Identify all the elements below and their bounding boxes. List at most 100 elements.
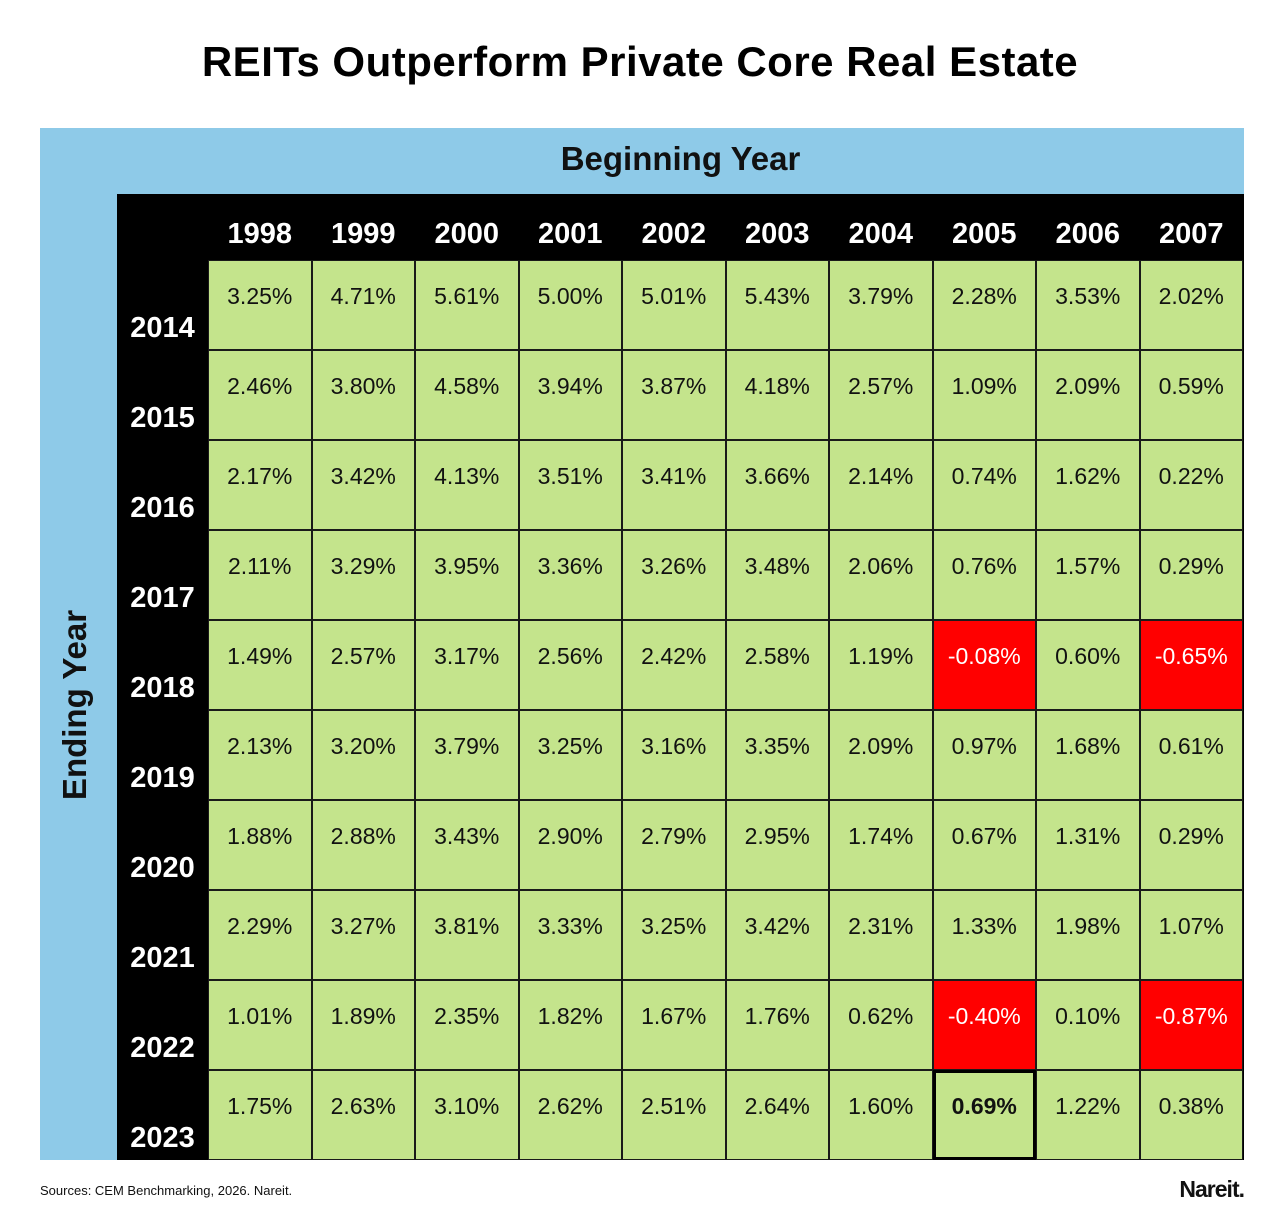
cell-2016-1999: 3.42% <box>311 440 415 530</box>
column-header-2006: 2006 <box>1055 218 1120 250</box>
cell-2018-2001: 2.56% <box>518 620 622 710</box>
cell-2018-2004: 1.19% <box>829 620 933 710</box>
cell-2022-2001: 1.82% <box>518 980 622 1070</box>
cell-2016-2001: 3.51% <box>518 440 622 530</box>
cell-2023-1999: 2.63% <box>311 1070 415 1160</box>
cell-2021-2004: 2.31% <box>829 890 933 980</box>
cell-2021-2002: 3.25% <box>622 890 726 980</box>
cell-2015-2003: 4.18% <box>725 350 829 440</box>
cell-2015-2004: 2.57% <box>829 350 933 440</box>
cell-2015-2006: 2.09% <box>1036 350 1140 440</box>
cell-2018-2005: -0.08% <box>932 620 1036 710</box>
cell-2023-2004: 1.60% <box>829 1070 933 1160</box>
cell-2021-2005: 1.33% <box>932 890 1036 980</box>
cell-2019-2003: 3.35% <box>725 710 829 800</box>
column-header-1998: 1998 <box>227 218 292 250</box>
cell-2018-2003: 2.58% <box>725 620 829 710</box>
row-header-2020: 2020 <box>130 852 195 884</box>
row-header-2014: 2014 <box>130 312 195 344</box>
source-note: Sources: CEM Benchmarking, 2026. Nareit. <box>40 1183 293 1198</box>
chart-title: REITs Outperform Private Core Real Estat… <box>201 38 1079 85</box>
cell-2021-1998: 2.29% <box>208 890 312 980</box>
row-header-2019: 2019 <box>130 762 195 794</box>
cell-2020-2005: 0.67% <box>932 800 1036 890</box>
cell-2022-2004: 0.62% <box>829 980 933 1070</box>
cell-2019-2004: 2.09% <box>829 710 933 800</box>
cell-2014-2004: 3.79% <box>829 260 933 350</box>
cell-2019-2005: 0.97% <box>932 710 1036 800</box>
row-header-2023: 2023 <box>130 1122 195 1154</box>
cell-2018-1998: 1.49% <box>208 620 312 710</box>
cell-2017-2003: 3.48% <box>725 530 829 620</box>
column-header-2003: 2003 <box>744 218 810 250</box>
cell-2021-2007: 1.07% <box>1139 890 1243 980</box>
cell-2017-2001: 3.36% <box>518 530 622 620</box>
row-header-2017: 2017 <box>130 582 195 614</box>
cell-2020-2003: 2.95% <box>725 800 829 890</box>
cell-2020-2000: 3.43% <box>415 800 519 890</box>
cell-2021-2000: 3.81% <box>415 890 519 980</box>
column-header-2005: 2005 <box>951 218 1017 250</box>
cell-2020-2006: 1.31% <box>1036 800 1140 890</box>
cell-2014-2001: 5.00% <box>518 260 622 350</box>
cell-2022-2006: 0.10% <box>1036 980 1140 1070</box>
cell-2019-1999: 3.20% <box>311 710 415 800</box>
cell-2021-2003: 3.42% <box>725 890 829 980</box>
cell-2022-2005: -0.40% <box>932 980 1036 1070</box>
cell-2022-2000: 2.35% <box>415 980 519 1070</box>
cell-2019-2007: 0.61% <box>1139 710 1243 800</box>
column-header-2007: 2007 <box>1158 218 1224 250</box>
cell-2017-2004: 2.06% <box>829 530 933 620</box>
row-header-2016: 2016 <box>130 492 195 524</box>
cell-2022-1999: 1.89% <box>311 980 415 1070</box>
cell-2020-2004: 1.74% <box>829 800 933 890</box>
cell-2020-2001: 2.90% <box>518 800 622 890</box>
cell-2015-1999: 3.80% <box>311 350 415 440</box>
cell-2023-2007: 0.38% <box>1139 1070 1243 1160</box>
column-header-2002: 2002 <box>641 218 706 250</box>
cell-2017-2005: 0.76% <box>932 530 1036 620</box>
cell-2023-1998: 1.75% <box>208 1070 312 1160</box>
cell-2023-2006: 1.22% <box>1036 1070 1140 1160</box>
cell-2018-2002: 2.42% <box>622 620 726 710</box>
cell-2018-2006: 0.60% <box>1036 620 1140 710</box>
cell-2016-1998: 2.17% <box>208 440 312 530</box>
cell-2020-2007: 0.29% <box>1139 800 1243 890</box>
cell-2023-2000: 3.10% <box>415 1070 519 1160</box>
cell-2017-1999: 3.29% <box>311 530 415 620</box>
cell-2016-2004: 2.14% <box>829 440 933 530</box>
cell-2022-2007: -0.87% <box>1139 980 1243 1070</box>
cell-2022-2003: 1.76% <box>725 980 829 1070</box>
cell-2016-2005: 0.74% <box>932 440 1036 530</box>
cell-2016-2007: 0.22% <box>1139 440 1243 530</box>
cell-2021-2006: 1.98% <box>1036 890 1140 980</box>
cell-2019-2002: 3.16% <box>622 710 726 800</box>
cell-2014-2007: 2.02% <box>1139 260 1243 350</box>
y-axis-label: Ending Year <box>56 609 93 801</box>
cell-2017-1998: 2.11% <box>208 530 312 620</box>
cell-2020-2002: 2.79% <box>622 800 726 890</box>
cell-2021-1999: 3.27% <box>311 890 415 980</box>
cell-2017-2002: 3.26% <box>622 530 726 620</box>
cell-2016-2002: 3.41% <box>622 440 726 530</box>
cell-2015-2001: 3.94% <box>518 350 622 440</box>
row-header-2022: 2022 <box>130 1032 195 1064</box>
cell-2017-2000: 3.95% <box>415 530 519 620</box>
cell-2022-2002: 1.67% <box>622 980 726 1070</box>
cell-2017-2007: 0.29% <box>1139 530 1243 620</box>
row-header-2018: 2018 <box>130 672 195 704</box>
cell-2023-2001: 2.62% <box>518 1070 622 1160</box>
cell-2020-1999: 2.88% <box>311 800 415 890</box>
row-header-2021: 2021 <box>130 942 195 974</box>
cell-2014-2006: 3.53% <box>1036 260 1140 350</box>
cell-2020-1998: 1.88% <box>208 800 312 890</box>
column-header-1999: 1999 <box>330 218 396 250</box>
column-header-2004: 2004 <box>848 218 913 250</box>
cell-2015-2000: 4.58% <box>415 350 519 440</box>
cell-2015-1998: 2.46% <box>208 350 312 440</box>
row-header-2015: 2015 <box>130 402 195 434</box>
cell-2023-2005: 0.69% <box>932 1070 1036 1160</box>
cell-2015-2007: 0.59% <box>1139 350 1243 440</box>
cell-2019-1998: 2.13% <box>208 710 312 800</box>
cell-2016-2000: 4.13% <box>415 440 519 530</box>
